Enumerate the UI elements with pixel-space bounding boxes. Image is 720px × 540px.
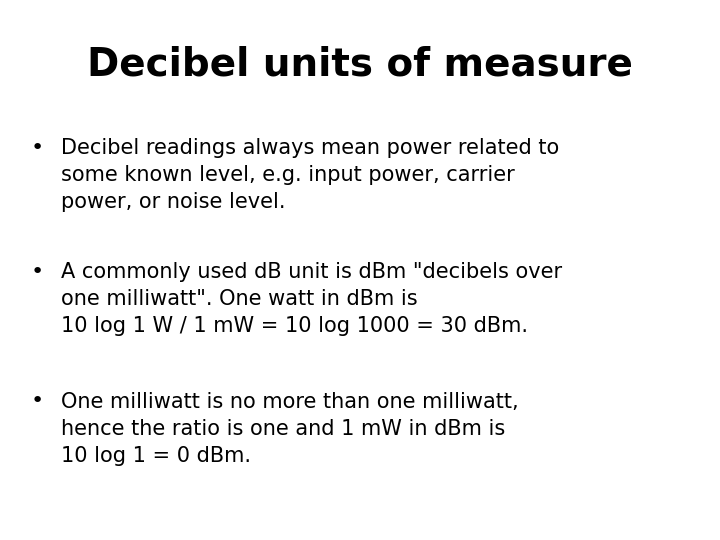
Text: •: • bbox=[31, 262, 44, 282]
Text: •: • bbox=[31, 138, 44, 158]
Text: One milliwatt is no more than one milliwatt,
hence the ratio is one and 1 mW in : One milliwatt is no more than one milliw… bbox=[61, 392, 519, 466]
Text: Decibel readings always mean power related to
some known level, e.g. input power: Decibel readings always mean power relat… bbox=[61, 138, 559, 212]
Text: Decibel units of measure: Decibel units of measure bbox=[87, 46, 633, 84]
Text: A commonly used dB unit is dBm "decibels over
one milliwatt". One watt in dBm is: A commonly used dB unit is dBm "decibels… bbox=[61, 262, 562, 336]
Text: •: • bbox=[31, 392, 44, 411]
